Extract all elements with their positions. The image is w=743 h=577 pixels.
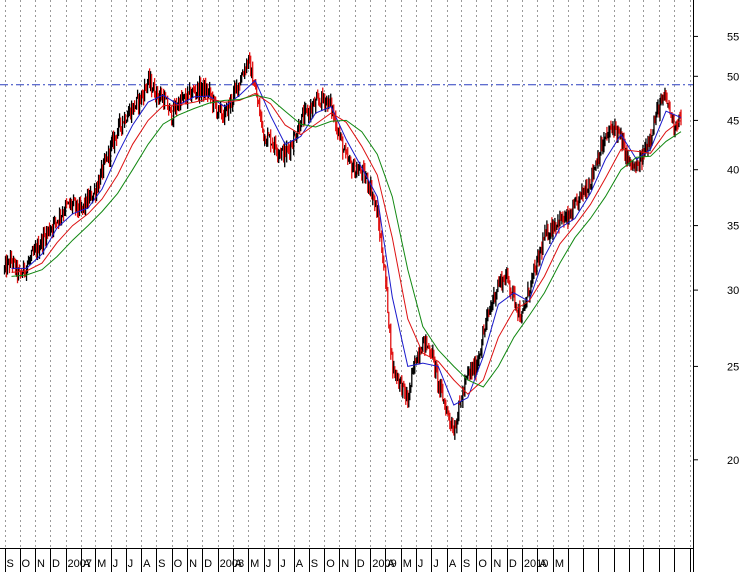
x-tick-label: N — [37, 558, 45, 570]
y-tick-label: 45 — [727, 115, 739, 127]
x-tick-label: M — [250, 558, 259, 570]
x-tick-label: A — [143, 558, 151, 570]
series-line — [11, 92, 682, 395]
x-tick-label: N — [189, 558, 197, 570]
y-tick-label: 35 — [727, 221, 739, 233]
series-line — [11, 94, 682, 388]
y-tick-label: 50 — [727, 71, 739, 83]
x-tick-label: O — [326, 558, 335, 570]
x-tick-label: S — [311, 558, 318, 570]
y-tick-label: 40 — [727, 165, 739, 177]
x-tick-label: M — [403, 558, 412, 570]
x-tick-label: D — [509, 558, 517, 570]
x-tick-label: D — [204, 558, 212, 570]
x-tick-label: S — [463, 558, 470, 570]
x-tick-label: J — [113, 558, 119, 570]
y-tick-label: 20 — [727, 455, 739, 467]
moving-average-lines — [11, 79, 682, 406]
series-line — [11, 79, 682, 406]
x-tick-label: S — [158, 558, 165, 570]
x-tick-label: A — [83, 558, 91, 570]
x-tick-label: 2009 — [372, 558, 396, 570]
plot-frame — [0, 0, 694, 572]
y-tick-label: 55 — [727, 31, 739, 43]
x-tick-label: M — [97, 558, 106, 570]
x-tick-label: J — [280, 558, 286, 570]
x-tick-label: N — [341, 558, 349, 570]
x-tick-label: O — [478, 558, 487, 570]
x-tick-label: A — [235, 558, 243, 570]
x-tick-label: 2010 — [524, 558, 548, 570]
x-tick-label: J — [266, 558, 272, 570]
x-tick-label: A — [387, 558, 395, 570]
x-tick-label: J — [433, 558, 439, 570]
x-tick-label: O — [22, 558, 31, 570]
x-tick-label: D — [52, 558, 60, 570]
y-tick-label: 25 — [727, 361, 739, 373]
x-tick-label: 2007 — [68, 558, 92, 570]
x-tick-label: 2008 — [220, 558, 244, 570]
y-tick-label: 30 — [727, 285, 739, 297]
y-axis-ticks: 20 25 30 35 40 45 50 55 — [693, 31, 739, 467]
x-tick-label: J — [418, 558, 424, 570]
x-tick-label: J — [128, 558, 133, 570]
price-bars — [3, 52, 682, 440]
x-tick-label: A — [449, 558, 457, 570]
x-tick-label: A — [539, 558, 547, 570]
x-tick-label: N — [493, 558, 501, 570]
x-tick-label: A — [296, 558, 304, 570]
x-tick-label: O — [174, 558, 183, 570]
x-tick-label: M — [555, 558, 564, 570]
x-tick-label: S — [7, 558, 14, 570]
x-tick-label: D — [357, 558, 365, 570]
